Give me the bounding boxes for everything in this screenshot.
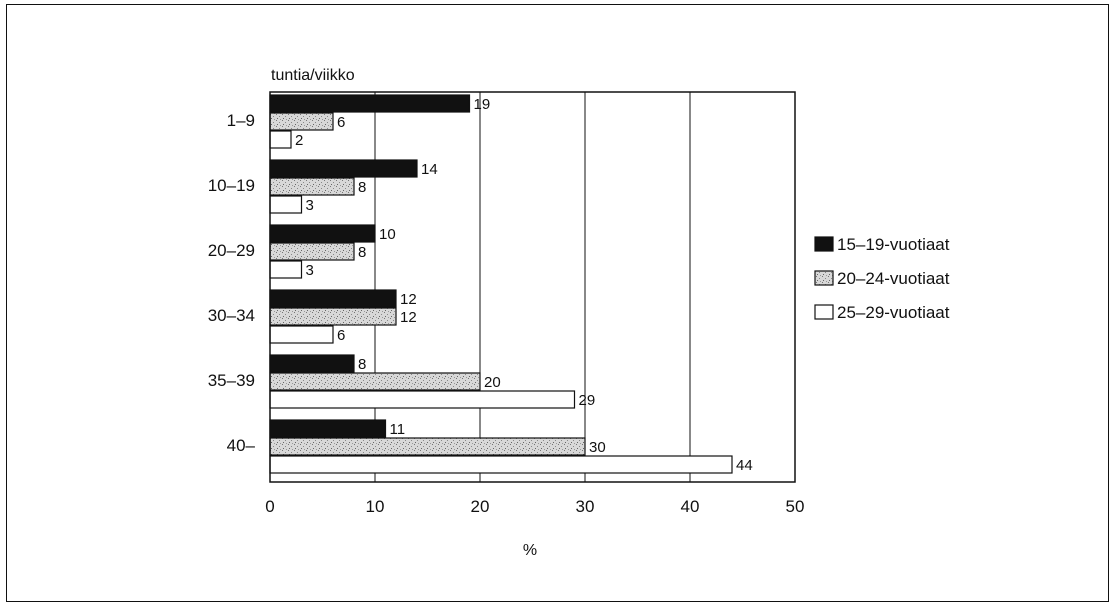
- data-label: 29: [579, 392, 596, 409]
- data-label: 11: [390, 421, 406, 438]
- data-label: 19: [474, 96, 491, 113]
- data-label: 8: [358, 244, 366, 261]
- bar-1-0: [269, 159, 418, 178]
- bar-4-0: [269, 354, 355, 373]
- data-label: 14: [421, 161, 438, 178]
- x-axis-title: %: [523, 542, 537, 559]
- y-tick-labels: 1–9 10–19 20–29 30–34 35–39 40–: [208, 111, 256, 455]
- x-tick-label: 50: [786, 497, 805, 516]
- data-label: 8: [358, 356, 366, 373]
- data-label: 6: [337, 327, 345, 344]
- bar-1-2: [269, 195, 303, 214]
- data-label: 3: [306, 262, 314, 279]
- data-label: 30: [589, 439, 606, 456]
- legend-swatch: [814, 236, 834, 252]
- bar-3-2: [269, 325, 334, 344]
- data-label: 12: [400, 291, 417, 308]
- plot-area: [269, 91, 796, 483]
- legend-label: 25–29-vuotiaat: [837, 303, 950, 322]
- x-tick-label: 40: [681, 497, 700, 516]
- bar-3-0: [269, 289, 397, 308]
- grid: [374, 92, 691, 482]
- y-tick-label: 35–39: [208, 371, 255, 390]
- data-label: 8: [358, 179, 366, 196]
- legend-label: 15–19-vuotiaat: [837, 235, 950, 254]
- x-tick-label: 10: [366, 497, 385, 516]
- bar-3-1: [269, 307, 397, 326]
- legend: 15–19-vuotiaat 20–24-vuotiaat 25–29-vuotia…: [814, 235, 950, 322]
- y-tick-label: 30–34: [208, 306, 255, 325]
- x-tick-label: 30: [576, 497, 595, 516]
- bar-4-1: [269, 372, 481, 391]
- bar-0-1: [269, 112, 334, 131]
- x-tick-labels: 0 10 20 30 40 50: [265, 497, 804, 516]
- bar-5-1: [269, 437, 586, 456]
- bar-5-2: [269, 455, 733, 474]
- bar-2-1: [269, 242, 355, 261]
- y-tick-label: 1–9: [227, 111, 255, 130]
- data-label: 44: [736, 457, 753, 474]
- x-tick-label: 0: [265, 497, 274, 516]
- x-tick-label: 20: [471, 497, 490, 516]
- bars: [269, 94, 733, 474]
- legend-swatch: [814, 270, 834, 286]
- y-tick-label: 10–19: [208, 176, 255, 195]
- y-tick-label: 40–: [227, 436, 256, 455]
- legend-swatch: [814, 304, 834, 320]
- bar-4-2: [269, 390, 576, 409]
- bar-0-2: [269, 130, 292, 149]
- bar-5-0: [269, 419, 387, 438]
- bar-0-0: [269, 94, 471, 113]
- data-label: 6: [337, 114, 345, 131]
- y-axis-title: tuntia/viikko: [271, 67, 355, 84]
- bar-2-0: [269, 224, 376, 243]
- bar-2-2: [269, 260, 303, 279]
- data-label: 20: [484, 374, 501, 391]
- legend-label: 20–24-vuotiaat: [837, 269, 950, 288]
- data-label: 2: [295, 132, 303, 149]
- data-label: 12: [400, 309, 417, 326]
- bar-1-1: [269, 177, 355, 196]
- y-tick-label: 20–29: [208, 241, 255, 260]
- chart-frame: [6, 4, 1109, 602]
- data-label: 10: [379, 226, 396, 243]
- data-label: 3: [306, 197, 314, 214]
